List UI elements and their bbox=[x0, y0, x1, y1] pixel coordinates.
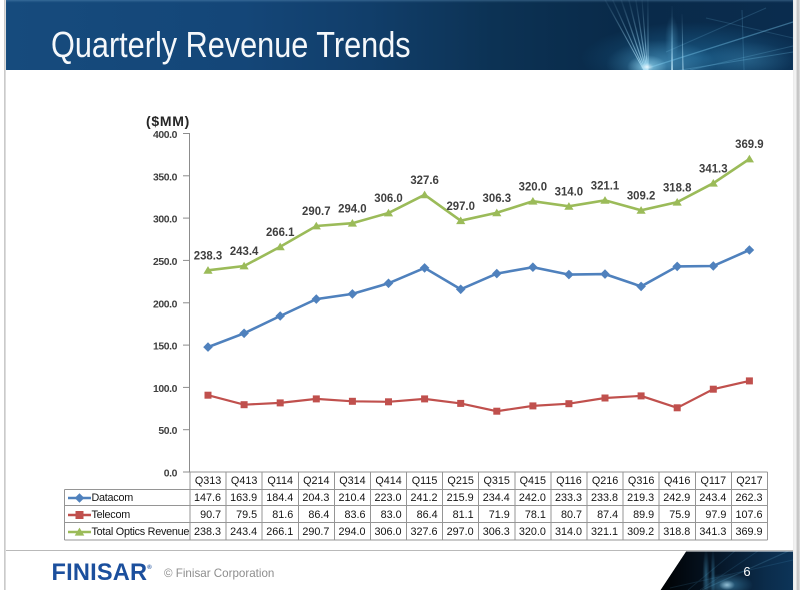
svg-text:250.0: 250.0 bbox=[153, 257, 178, 268]
svg-text:238.3: 238.3 bbox=[194, 251, 223, 263]
svg-text:50.0: 50.0 bbox=[158, 426, 177, 437]
svg-text:306.3: 306.3 bbox=[483, 193, 512, 205]
svg-text:0.0: 0.0 bbox=[164, 469, 178, 480]
svg-text:300.0: 300.0 bbox=[153, 215, 178, 226]
svg-text:309.2: 309.2 bbox=[627, 191, 656, 203]
svg-text:100.0: 100.0 bbox=[153, 384, 178, 395]
svg-text:321.1: 321.1 bbox=[591, 181, 620, 193]
svg-text:294.0: 294.0 bbox=[338, 203, 367, 215]
svg-text:290.7: 290.7 bbox=[302, 206, 331, 218]
svg-text:200.0: 200.0 bbox=[153, 299, 178, 310]
svg-text:350.0: 350.0 bbox=[153, 172, 178, 183]
svg-text:400.0: 400.0 bbox=[153, 130, 178, 141]
svg-text:369.9: 369.9 bbox=[735, 139, 764, 151]
svg-text:243.4: 243.4 bbox=[230, 246, 259, 258]
svg-text:320.0: 320.0 bbox=[519, 181, 548, 193]
svg-text:341.3: 341.3 bbox=[699, 163, 728, 175]
svg-text:318.8: 318.8 bbox=[663, 182, 692, 194]
svg-text:150.0: 150.0 bbox=[153, 342, 178, 353]
svg-text:306.0: 306.0 bbox=[374, 193, 403, 205]
svg-text:266.1: 266.1 bbox=[266, 227, 295, 239]
svg-text:297.0: 297.0 bbox=[446, 201, 475, 213]
svg-text:327.6: 327.6 bbox=[410, 175, 439, 187]
svg-text:314.0: 314.0 bbox=[555, 187, 584, 199]
